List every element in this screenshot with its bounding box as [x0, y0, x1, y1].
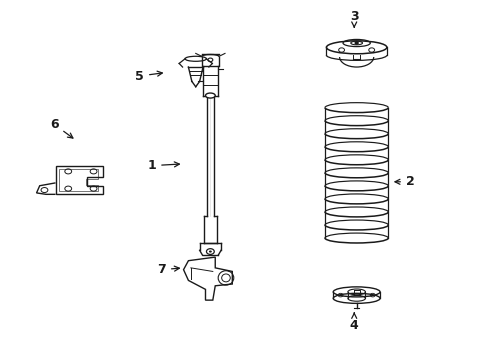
Text: 1: 1 — [147, 159, 179, 172]
Circle shape — [354, 42, 357, 44]
Text: 6: 6 — [50, 118, 73, 138]
Text: 5: 5 — [135, 69, 162, 82]
Text: 2: 2 — [394, 175, 414, 188]
Text: 7: 7 — [157, 263, 179, 276]
Circle shape — [208, 251, 211, 253]
Text: 3: 3 — [349, 10, 358, 27]
Ellipse shape — [205, 93, 215, 98]
Text: 4: 4 — [349, 313, 358, 332]
